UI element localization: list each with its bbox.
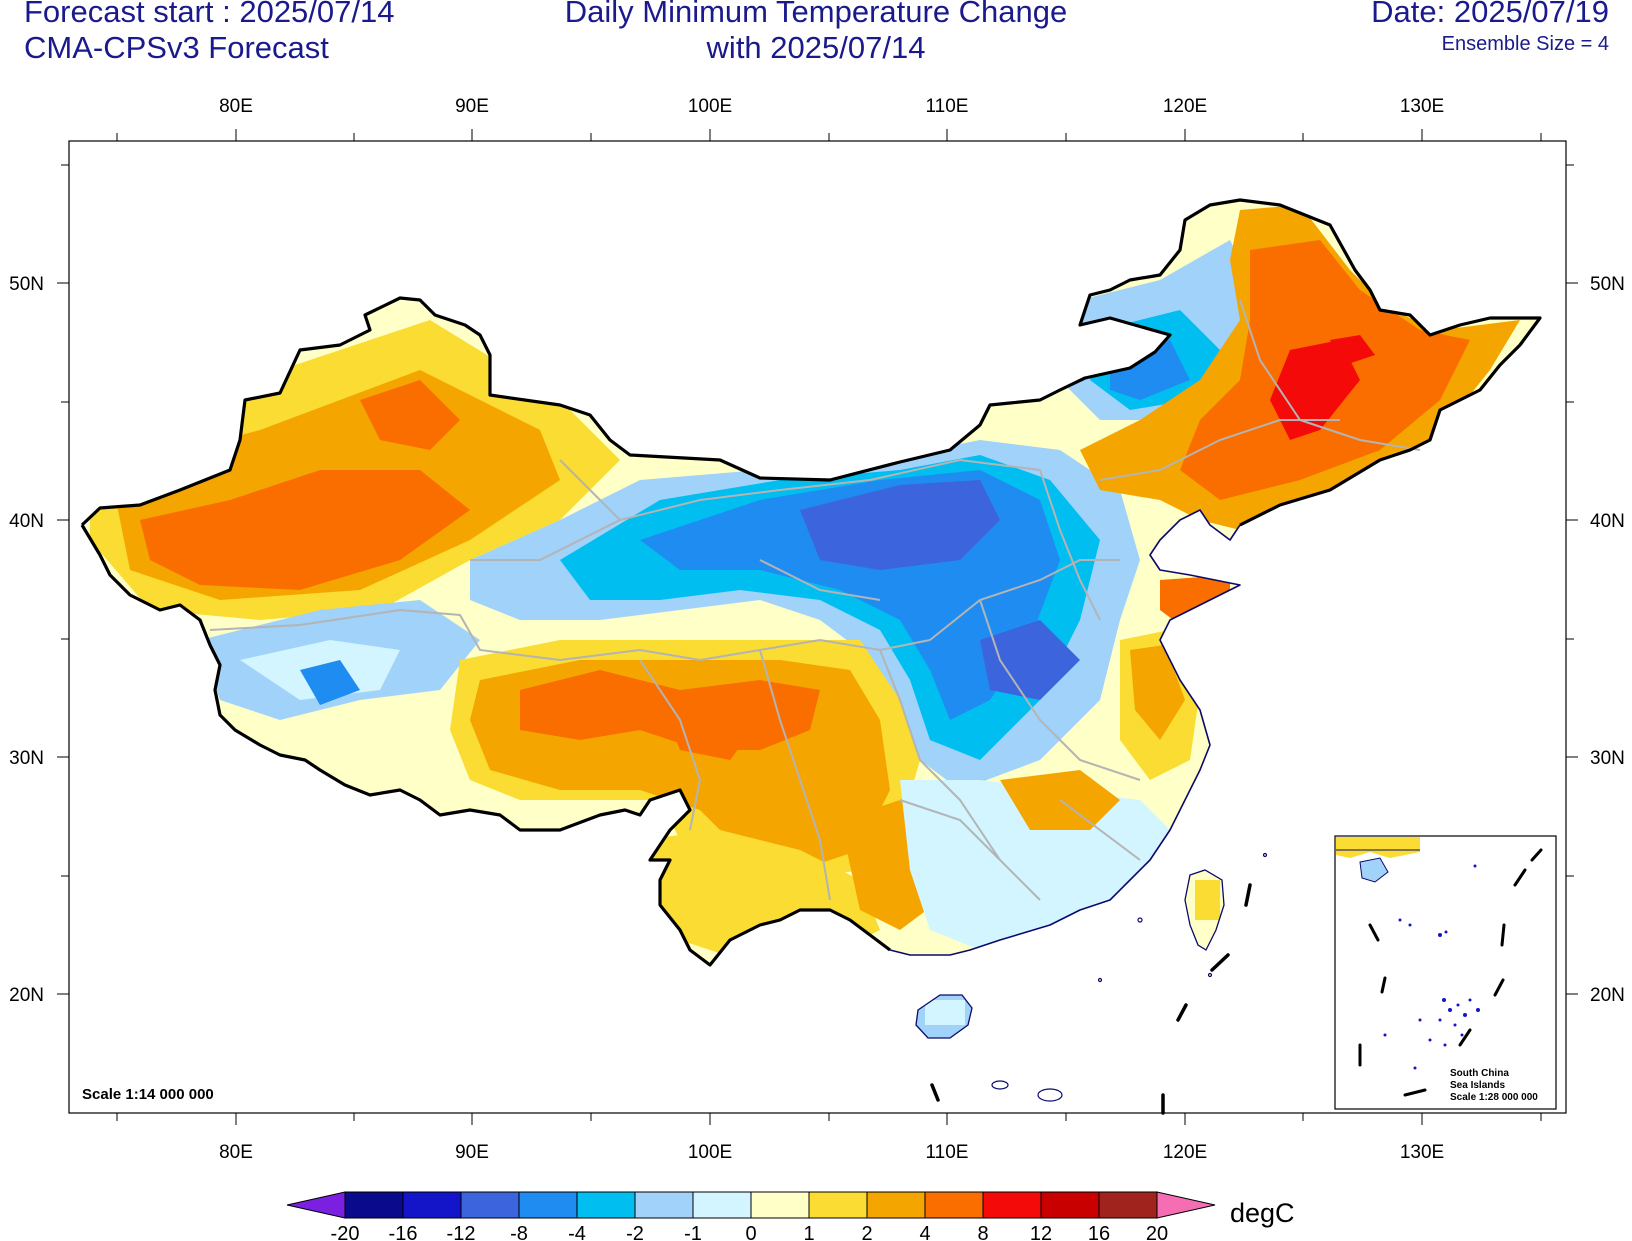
colorbar-tick-label: 20 [1146,1223,1168,1241]
colorbar-tick-label: -12 [447,1223,476,1241]
colorbar-tick-label: 8 [977,1223,988,1241]
colorbar-max-arrow [1156,1191,1216,1219]
colorbar-swatch [1040,1191,1100,1219]
lat-label-right: 40N [1590,511,1625,532]
map-title: Daily Minimum Temperature Change [564,0,1068,29]
colorbar-swatch [982,1191,1042,1219]
lat-label-right: 20N [1590,985,1625,1006]
small-islands [991,852,1268,1102]
colorbar-swatch [576,1191,636,1219]
lat-label-left: 50N [9,274,44,295]
lon-label-bottom: 80E [219,1142,253,1163]
colorbar-swatch [460,1191,520,1219]
colorbar-tick-label: -16 [389,1223,418,1241]
colorbar-swatch [866,1191,926,1219]
axis-ticks [57,129,1578,1125]
colorbar-unit-label: degC [1230,1198,1295,1228]
colorbar-tick-label: -4 [568,1223,586,1241]
colorbar-swatch [518,1191,578,1219]
lon-label-bottom: 130E [1400,1142,1444,1163]
colorbar: -20 -16 -12 -8 -4 -2 -1 0 1 2 4 8 12 16 20 [286,1191,1216,1241]
colorbar-swatch [750,1191,810,1219]
colorbar-tick-label: 16 [1088,1223,1110,1241]
lat-label-left: 20N [9,985,44,1006]
inset-title-line1: South China [1450,1068,1509,1079]
colorbar-swatch [808,1191,868,1219]
lat-label-left: 30N [9,748,44,769]
colorbar-tick-label: -8 [510,1223,528,1241]
map-scale-label: Scale 1:14 000 000 [82,1086,214,1103]
south-china-sea-inset: South China Sea Islands Scale 1:28 000 0… [1334,835,1557,1110]
forecast-start-label: Forecast start : 2025/07/14 [24,0,395,29]
lon-label-bottom: 110E [926,1142,969,1163]
colorbar-tick-label: 12 [1030,1223,1052,1241]
lon-label-bottom: 120E [1163,1142,1207,1163]
inset-title-line2: Sea Islands [1450,1080,1505,1091]
ensemble-size-label: Ensemble Size = 4 [1441,33,1609,55]
lon-label-top: 130E [1400,96,1444,117]
colorbar-tick-label: -20 [331,1223,360,1241]
colorbar-swatch [1098,1191,1158,1219]
colorbar-swatch [692,1191,752,1219]
lon-label-top: 90E [455,96,489,117]
lat-label-left: 40N [9,511,44,532]
coastline [889,509,1241,956]
model-label: CMA-CPSv3 Forecast [24,30,329,65]
lon-label-bottom: 100E [688,1142,732,1163]
colorbar-min-arrow [286,1191,346,1219]
national-boundary [80,198,1542,527]
inset-scale-label: Scale 1:28 000 000 [1450,1092,1538,1103]
lat-label-right: 30N [1590,748,1625,769]
map-subtitle: with 2025/07/14 [706,30,926,65]
colorbar-swatch [924,1191,984,1219]
lon-label-top: 120E [1163,96,1207,117]
colorbar-swatch [402,1191,462,1219]
colorbar-tick-label: 1 [803,1223,814,1241]
colorbar-tick-label: 4 [919,1223,930,1241]
lon-label-bottom: 90E [455,1142,489,1163]
colorbar-swatch [344,1191,404,1219]
valid-date-label: Date: 2025/07/19 [1371,0,1609,29]
lat-label-right: 50N [1590,274,1625,295]
lon-label-top: 110E [926,96,969,117]
colorbar-tick-label: 2 [861,1223,872,1241]
colorbar-tick-label: 0 [745,1223,756,1241]
colorbar-tick-label: -2 [626,1223,644,1241]
lon-label-top: 100E [688,96,732,117]
nine-dash-line [930,883,1252,1115]
province-boundaries [209,299,1421,901]
lon-label-top: 80E [219,96,253,117]
colorbar-tick-label: -1 [684,1223,702,1241]
colorbar-swatch [634,1191,694,1219]
